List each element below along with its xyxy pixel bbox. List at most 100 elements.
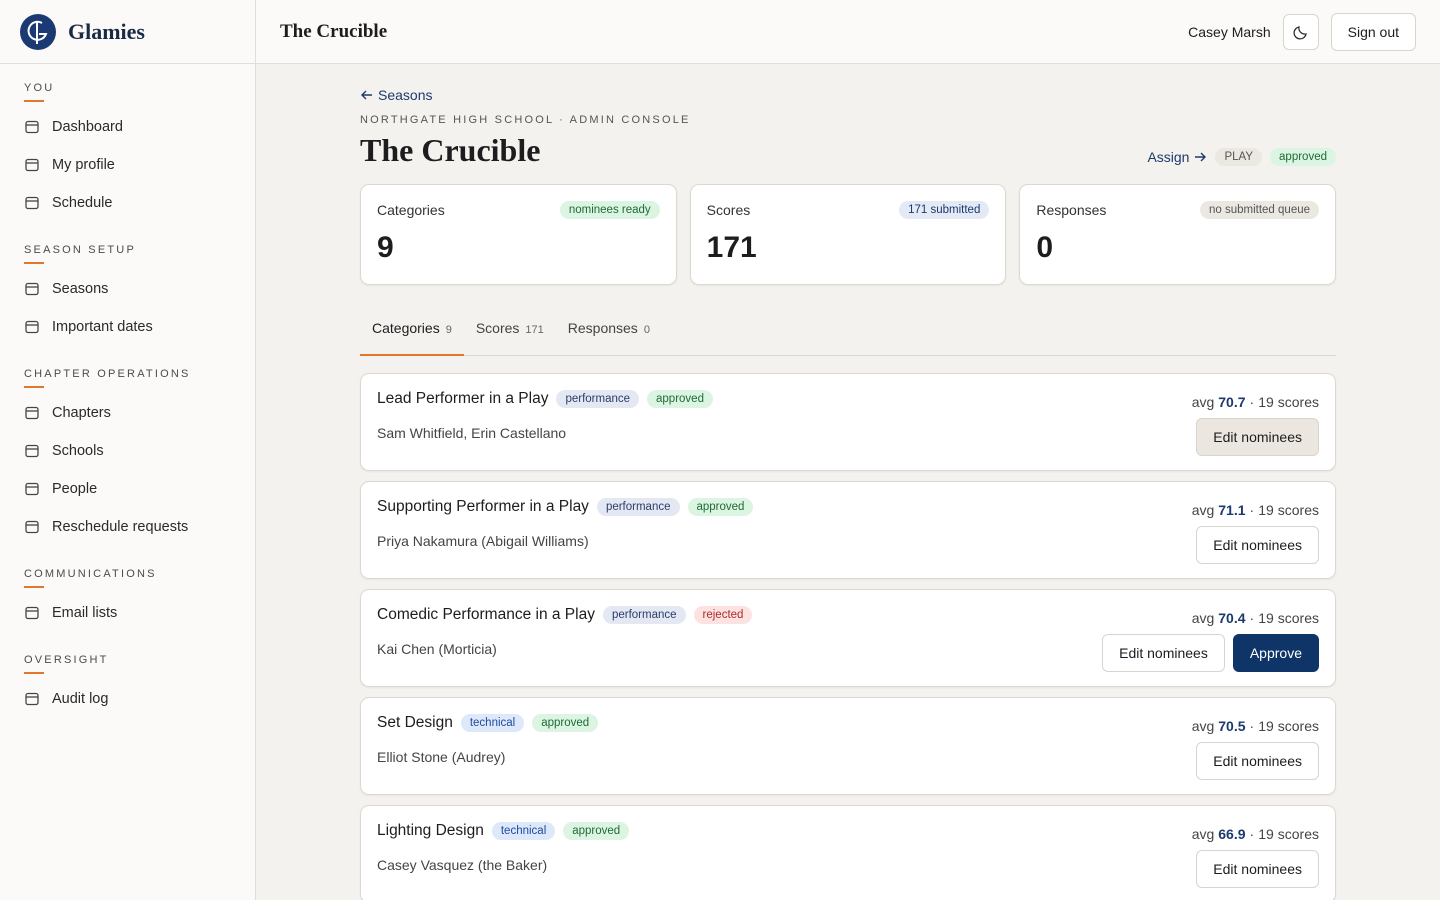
nav-item[interactable]: People [24,470,231,508]
scores-label: scores [1277,394,1319,410]
scores-label: scores [1277,610,1319,626]
nominees: Kai Chen (Morticia) [377,641,497,657]
assign-text: Assign [1147,149,1190,165]
edit-nominees-button[interactable]: Edit nominees [1196,850,1319,888]
nav-item[interactable]: Email lists [24,594,231,632]
nav-label: Schools [52,443,104,459]
tab-label: Categories [372,320,440,336]
stat-badge: nominees ready [559,201,660,219]
icon [25,692,39,706]
kind-badge: performance [556,390,640,408]
nav-label: Dashboard [52,119,123,135]
nav-item[interactable]: Chapters [24,394,231,432]
tab[interactable]: Scores 171 [464,320,556,356]
nav-item[interactable]: Schedule [24,184,231,222]
nav-item[interactable]: Seasons [24,270,231,308]
avg-value: 70.5 [1218,718,1246,734]
scores-label: scores [1277,502,1319,518]
tabs: Categories 9 Scores 171 Responses 0 [360,320,1336,356]
category-header: Supporting Performer in a Play performanc… [377,498,1319,516]
scores-label: scores [1277,826,1319,842]
score-meta: avg 70.4 · 19 scores [1192,610,1319,626]
nav-item[interactable]: Schools [24,432,231,470]
tab-label: Scores [475,320,520,336]
tab-count: 0 [643,324,650,336]
actions: Edit nominees [1196,850,1319,888]
arrow-right [1195,152,1207,162]
icon [25,606,39,620]
nav-icon [24,519,40,535]
brand-name: Glamies [68,18,145,44]
category-row: Comedic Performance in a Play performance… [360,589,1336,687]
score-count: 19 [1258,610,1274,626]
score-count: 19 [1258,718,1274,734]
category-name: Supporting Performer in a Play [377,498,589,515]
back-text: Seasons [378,87,433,103]
nav-section-title: CHAPTER OPERATIONS [24,368,191,380]
icon [25,520,39,534]
approve-button[interactable]: Approve [1232,634,1319,672]
nav-label: Important dates [52,319,153,335]
score-count: 19 [1258,826,1274,842]
edit-nominees-button[interactable]: Edit nominees [1102,634,1225,672]
avg-label: avg [1191,826,1215,842]
edit-nominees-button[interactable]: Edit nominees [1196,418,1319,456]
status-badge: rejected [693,606,753,624]
status-badge: approved [687,498,754,516]
tab[interactable]: Responses 0 [556,320,662,356]
nav-label: Chapters [52,405,111,421]
title-actions: Assign PLAY approved [1147,148,1336,166]
stats: Categories nominees ready 9 Scores 171 submi… [360,184,1337,285]
category-name: Comedic Performance in a Play [377,606,595,623]
nav-section-title: YOU [24,82,55,94]
icon [25,320,39,334]
nav-label: Reschedule requests [52,519,189,535]
avg-value: 66.9 [1218,826,1246,842]
topbar-title: The Crucible [280,20,388,42]
section-underline [24,586,44,588]
arrow-left [361,90,372,100]
score-count: 19 [1258,394,1274,410]
sidebar: Glamies YOU Dashboard My profile Schedule SE… [0,0,256,900]
category-name: Lighting Design [377,822,484,839]
theme-toggle[interactable] [1282,13,1319,50]
avg-value: 71.1 [1218,502,1246,518]
icon [25,482,39,496]
nav-label: Email lists [52,605,118,621]
stat-card: Responses no submitted queue 0 [1019,184,1337,285]
edit-nominees-button[interactable]: Edit nominees [1196,526,1319,564]
edit-nominees-button[interactable]: Edit nominees [1196,742,1319,780]
category-row: Lead Performer in a Play performance appro… [360,373,1336,471]
nav-item[interactable]: Important dates [24,308,231,346]
assign-link[interactable]: Assign [1147,149,1207,165]
nav-item[interactable]: Dashboard [24,108,231,146]
nav-item[interactable]: Reschedule requests [24,508,231,546]
nav-icon [24,481,40,497]
nav-item[interactable]: My profile [24,146,231,184]
nav-icon [24,195,40,211]
section-underline [24,672,44,674]
sign-out[interactable]: Sign out [1330,12,1416,51]
nav-section-title: COMMUNICATIONS [24,568,157,580]
back-link[interactable]: Seasons [360,86,1336,104]
status-badge: approved [563,822,630,840]
category-list: Lead Performer in a Play performance appro… [360,373,1336,900]
nav-icon [24,691,40,707]
stat-badge: 171 submitted [899,201,990,219]
logo [20,13,56,50]
icon [25,282,39,296]
separator: · [1249,394,1255,410]
eyebrow: NORTHGATE HIGH SCHOOL · ADMIN CONSOLE [360,114,691,126]
avg-label: avg [1191,502,1215,518]
nav-icon [24,157,40,173]
tab[interactable]: Categories 9 [360,320,464,356]
category-header: Comedic Performance in a Play performance… [377,606,1319,624]
nav-label: People [52,481,98,497]
stat-header: Responses no submitted queue [1036,201,1320,219]
score-meta: avg 70.5 · 19 scores [1192,718,1319,734]
nav-icon [24,281,40,297]
icon [25,120,39,134]
nominees: Elliot Stone (Audrey) [377,749,506,765]
nav-item[interactable]: Audit log [24,680,231,718]
nav-label: My profile [52,157,115,173]
